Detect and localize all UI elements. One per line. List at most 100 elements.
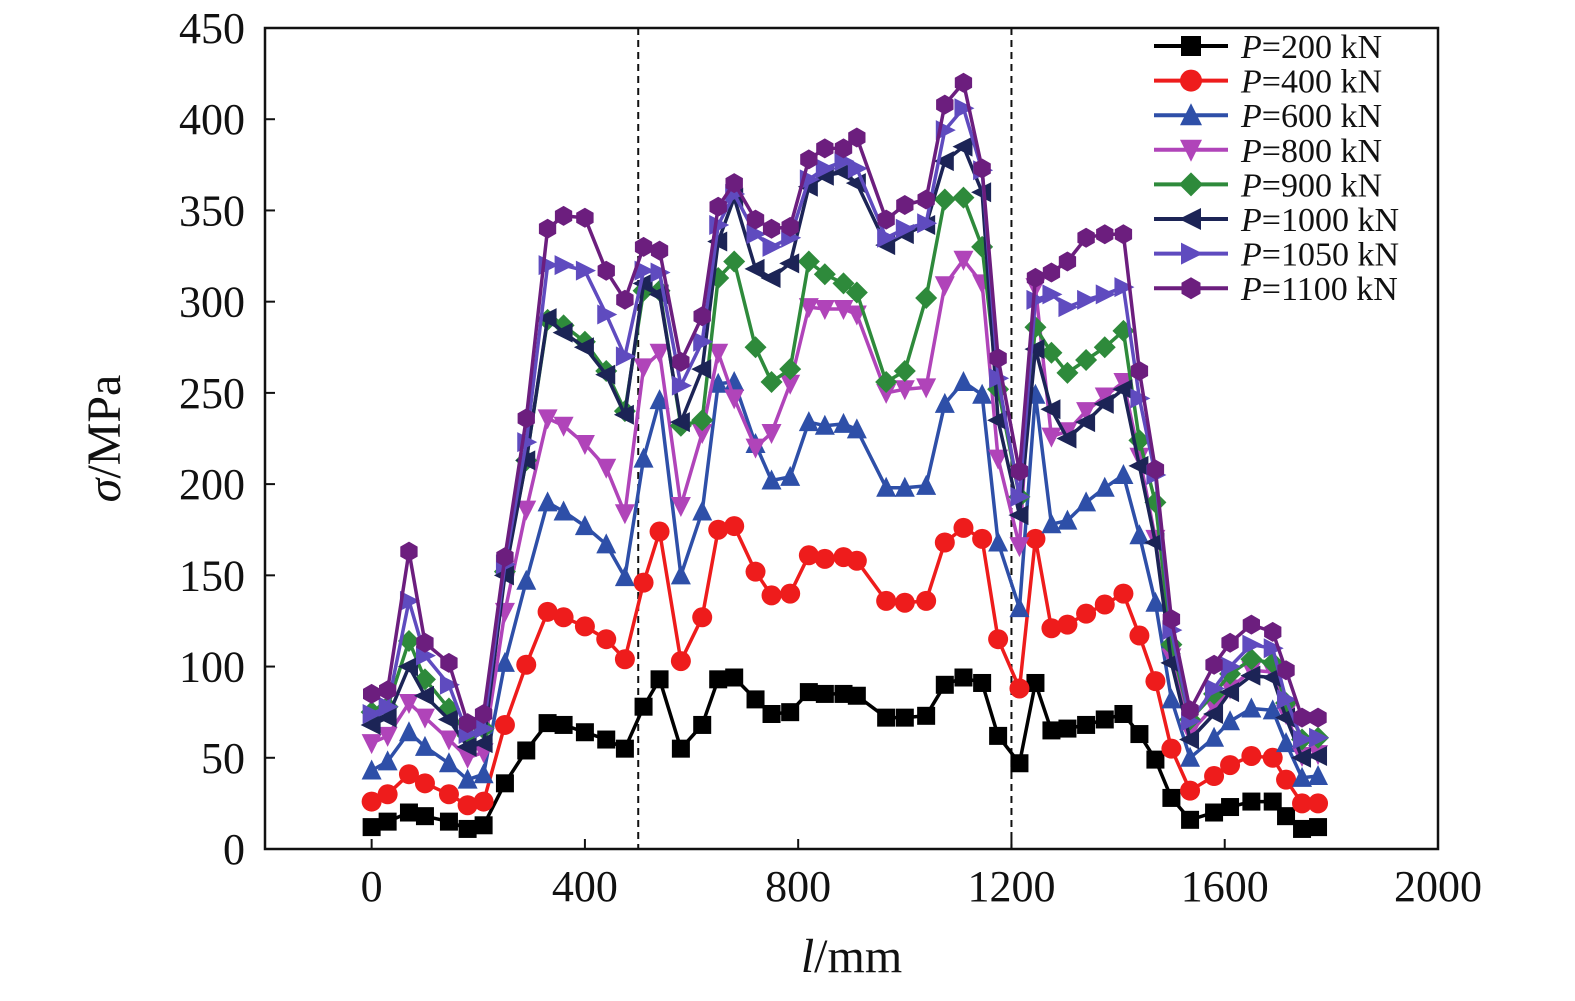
data-point	[708, 343, 729, 364]
data-point	[896, 195, 914, 215]
data-point	[953, 250, 974, 271]
data-point	[473, 763, 494, 784]
data-point	[538, 218, 557, 239]
data-point	[780, 374, 801, 395]
data-point	[1040, 341, 1063, 364]
x-tick-label: 0	[361, 862, 383, 911]
data-point	[1180, 746, 1201, 767]
legend-value: =800 kN	[1262, 133, 1382, 170]
data-point	[494, 651, 515, 672]
data-point	[761, 585, 782, 606]
data-point	[1057, 614, 1078, 635]
data-point	[877, 209, 895, 230]
data-point	[725, 668, 744, 687]
data-point	[362, 818, 381, 837]
data-point	[954, 98, 975, 119]
data-point	[1180, 139, 1202, 162]
data-point	[1076, 603, 1097, 624]
data-point	[724, 516, 745, 537]
data-point	[399, 590, 420, 611]
data-point	[1162, 609, 1181, 630]
data-point	[877, 708, 896, 727]
data-point	[1292, 793, 1313, 814]
data-point	[400, 541, 418, 562]
data-point	[780, 583, 801, 604]
data-point	[833, 299, 854, 320]
data-point	[834, 138, 853, 159]
data-point	[615, 739, 634, 758]
data-point	[1024, 339, 1045, 360]
data-point	[1180, 103, 1202, 126]
data-point	[692, 500, 713, 521]
data-point	[413, 685, 434, 706]
data-point	[1010, 754, 1029, 773]
data-point	[496, 547, 514, 568]
data-point	[1130, 361, 1149, 381]
data-point	[1220, 710, 1241, 731]
data-point	[1114, 224, 1133, 245]
data-point	[895, 218, 916, 239]
data-point	[692, 424, 713, 445]
data-point	[1240, 665, 1261, 686]
data-point	[798, 298, 819, 319]
data-point	[814, 548, 835, 569]
legend-value: =1100 kN	[1262, 271, 1398, 308]
legend-value: =200 kN	[1262, 29, 1382, 66]
data-point	[954, 668, 973, 687]
data-point	[398, 764, 419, 785]
data-point	[649, 389, 670, 410]
data-point	[634, 697, 653, 716]
x-tick-label: 1200	[967, 862, 1055, 911]
data-point	[1056, 428, 1077, 449]
data-point	[893, 359, 916, 382]
data-point	[377, 784, 398, 805]
data-point	[458, 819, 477, 838]
data-point	[574, 616, 595, 637]
y-axis-unit: /MPa	[78, 375, 131, 479]
y-tick-label: 150	[179, 551, 245, 600]
data-point	[1161, 738, 1182, 759]
data-point	[1221, 632, 1239, 653]
data-point	[438, 730, 459, 751]
data-point	[458, 713, 477, 734]
series-1100kN	[363, 72, 1327, 734]
data-point	[916, 474, 937, 495]
data-point	[633, 358, 654, 379]
data-point	[953, 517, 974, 538]
data-point	[894, 476, 915, 497]
data-point	[398, 694, 419, 715]
data-point	[917, 189, 935, 210]
y-tick-label: 350	[179, 186, 245, 235]
data-point	[634, 260, 655, 281]
data-point	[474, 704, 493, 724]
data-point	[494, 714, 515, 735]
data-point	[1042, 262, 1061, 283]
data-point	[1308, 793, 1329, 814]
data-point	[691, 409, 714, 432]
data-point	[1309, 818, 1328, 837]
data-point	[781, 703, 800, 722]
data-point	[1026, 673, 1045, 692]
data-point	[1042, 721, 1061, 740]
data-point	[439, 812, 458, 831]
data-point	[649, 343, 670, 364]
data-point	[797, 250, 820, 273]
legend-label: P=600 kN	[1240, 98, 1382, 135]
data-point	[709, 196, 727, 217]
data-point	[553, 416, 574, 437]
data-point	[846, 550, 867, 571]
data-point	[876, 590, 897, 611]
data-point	[1010, 486, 1031, 507]
y-tick-label: 400	[179, 95, 245, 144]
data-point	[1076, 402, 1097, 423]
legend-label: P=1100 kN	[1240, 271, 1398, 308]
data-point	[934, 392, 955, 413]
data-point	[415, 645, 436, 666]
data-point	[672, 351, 690, 372]
data-point	[1263, 638, 1284, 659]
data-point	[1180, 780, 1201, 801]
data-point	[537, 409, 558, 430]
data-point	[761, 424, 782, 445]
data-point	[516, 569, 537, 590]
